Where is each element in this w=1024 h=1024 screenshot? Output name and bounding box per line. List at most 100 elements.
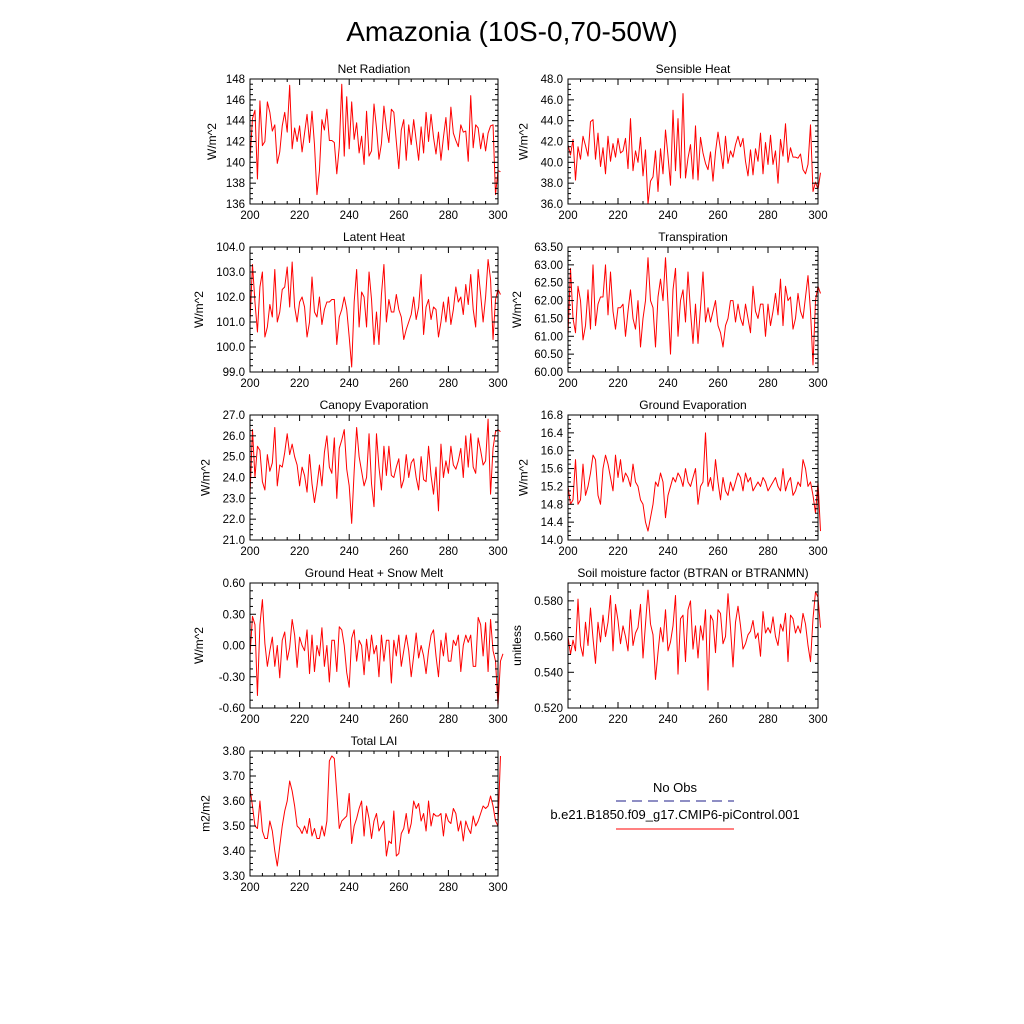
x-tick-label: 220	[290, 714, 309, 726]
x-tick-label: 300	[488, 210, 507, 222]
y-axis-label: m2/m2	[198, 795, 212, 832]
y-tick-label: -0.30	[219, 672, 245, 684]
x-tick-label: 200	[240, 210, 259, 222]
x-tick-label: 240	[340, 210, 359, 222]
y-tick-label: 63.50	[534, 242, 563, 254]
y-tick-label: 3.30	[223, 871, 245, 883]
plot-frame	[249, 582, 499, 709]
x-tick-label: 280	[439, 546, 458, 558]
y-tick-label: 60.50	[534, 349, 563, 361]
x-tick-label: 200	[240, 714, 259, 726]
x-tick-label: 220	[608, 714, 627, 726]
panel-ground-heat-snow-melt: 200 220 240 260 280 300 -0.60 -0.30 0.00 0.30 0.60…	[192, 566, 508, 726]
y-axis-label: W/m^2	[510, 291, 524, 328]
x-tick-label: 200	[240, 882, 259, 894]
x-tick-label: 300	[808, 714, 827, 726]
y-tick-label: 62.00	[534, 296, 563, 308]
y-tick-label: 138	[226, 178, 245, 190]
x-tick-label: 300	[808, 546, 827, 558]
y-tick-label: 0.00	[223, 641, 245, 653]
x-tick-label: 260	[708, 210, 727, 222]
panel-title: Net Radiation	[338, 62, 411, 76]
y-tick-label: 3.50	[223, 821, 245, 833]
x-tick-label: 200	[240, 378, 259, 390]
y-tick-label: 14.4	[541, 517, 564, 529]
y-tick-label: 99.0	[223, 367, 245, 379]
x-tick-label: 240	[658, 378, 677, 390]
x-tick-label: 240	[340, 714, 359, 726]
x-tick-label: 200	[558, 210, 577, 222]
x-tick-label: 260	[389, 882, 408, 894]
series-line-ground-evaporation	[567, 432, 821, 532]
legend: No Obs b.e21.B1850.f09_g17.CMIP6-piContr…	[550, 780, 800, 830]
y-axis-label: W/m^2	[516, 459, 530, 496]
y-tick-label: 15.6	[541, 464, 563, 476]
panel-title: Canopy Evaporation	[320, 398, 429, 412]
series-line-total-lai	[249, 755, 501, 867]
panel-title: Ground Heat + Snow Melt	[305, 566, 444, 580]
y-tick-label: 36.0	[541, 199, 563, 211]
series-line-soil-moisture-factor-btran-or-btranmn	[567, 589, 821, 691]
y-tick-label: 142	[226, 137, 245, 149]
y-tick-label: 3.40	[223, 846, 245, 858]
x-tick-label: 260	[389, 714, 408, 726]
panel-ground-evaporation: 200 220 240 260 280 300 14.0 14.4 14.8 15.2 15.6 16…	[516, 398, 827, 558]
x-tick-label: 240	[658, 714, 677, 726]
series-line-net-radiation	[249, 83, 501, 196]
y-tick-label: 27.0	[223, 410, 245, 422]
x-tick-label: 280	[758, 210, 777, 222]
y-tick-label: 102.0	[216, 292, 245, 304]
x-tick-label: 220	[608, 378, 627, 390]
y-tick-label: 3.70	[223, 771, 245, 783]
plot-frame	[249, 246, 499, 373]
y-tick-label: 16.8	[541, 410, 563, 422]
y-tick-label: 3.60	[223, 796, 245, 808]
x-tick-label: 260	[708, 546, 727, 558]
x-tick-label: 240	[658, 210, 677, 222]
panel-transpiration: 200 220 240 260 280 300 60.00 60.50 61.00 61.50 62…	[510, 230, 828, 390]
y-tick-label: 26.0	[223, 431, 245, 443]
x-tick-label: 300	[488, 714, 507, 726]
y-tick-label: 38.0	[541, 178, 563, 190]
x-tick-label: 280	[758, 546, 777, 558]
x-tick-label: 300	[488, 378, 507, 390]
plot-frame	[249, 750, 499, 877]
panel-latent-heat: 200 220 240 260 280 300 99.0 100.0 101.0 102.0 103…	[192, 230, 508, 390]
series-line-latent-heat	[249, 259, 501, 368]
y-tick-label: 3.80	[223, 746, 245, 758]
x-tick-label: 260	[389, 210, 408, 222]
y-tick-label: 146	[226, 95, 245, 107]
x-tick-label: 200	[558, 546, 577, 558]
y-tick-label: 0.540	[534, 667, 563, 679]
series-line-transpiration	[567, 257, 821, 366]
y-tick-label: 16.4	[541, 428, 564, 440]
y-tick-label: 22.0	[223, 514, 245, 526]
y-axis-label: unitless	[510, 625, 524, 666]
y-axis-label: W/m^2	[198, 459, 212, 496]
y-tick-label: 100.0	[216, 342, 245, 354]
x-tick-label: 200	[558, 714, 577, 726]
x-tick-label: 240	[340, 378, 359, 390]
x-tick-label: 240	[658, 546, 677, 558]
y-tick-label: 14.0	[541, 535, 563, 547]
x-tick-label: 220	[290, 546, 309, 558]
x-tick-label: 200	[240, 546, 259, 558]
y-tick-label: 101.0	[216, 317, 245, 329]
y-tick-label: 48.0	[541, 74, 563, 86]
y-tick-label: 44.0	[541, 116, 563, 128]
y-axis-label: W/m^2	[205, 123, 219, 160]
y-tick-label: 24.0	[223, 473, 245, 485]
legend-model-label: b.e21.B1850.f09_g17.CMIP6-piControl.001	[550, 807, 799, 822]
y-tick-label: 63.00	[534, 260, 563, 272]
x-tick-label: 280	[758, 714, 777, 726]
series-line-ground-heat-snow-melt	[249, 599, 504, 707]
y-tick-label: -0.60	[219, 703, 245, 715]
y-tick-label: 42.0	[541, 137, 563, 149]
y-tick-label: 16.0	[541, 446, 563, 458]
y-tick-label: 15.2	[541, 481, 563, 493]
x-tick-label: 300	[808, 378, 827, 390]
y-tick-label: 103.0	[216, 267, 245, 279]
panel-title: Soil moisture factor (BTRAN or BTRANMN)	[577, 566, 808, 580]
y-tick-label: 0.30	[223, 609, 245, 621]
